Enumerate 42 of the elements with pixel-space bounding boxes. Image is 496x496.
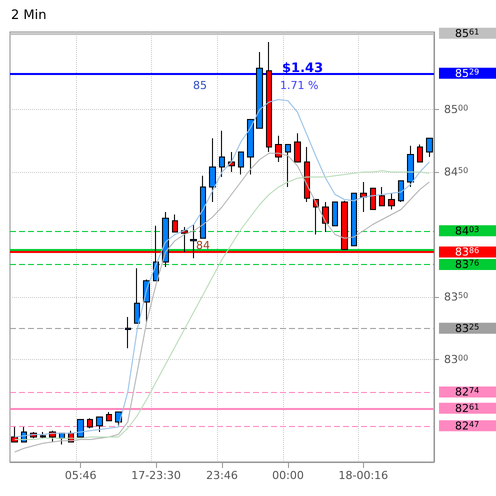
candlestick (285, 144, 291, 188)
candlestick (417, 144, 423, 162)
candlestick (247, 119, 254, 175)
candlestick (379, 186, 385, 206)
chart-title: 2 Min (11, 8, 46, 23)
candlestick (190, 224, 197, 259)
candlestick (106, 412, 112, 422)
candlestick (125, 316, 131, 349)
x-tick-label: 18-00:16 (338, 469, 388, 482)
candlestick (96, 416, 103, 432)
candlestick (11, 426, 18, 442)
x-tick-label: 05:46 (64, 469, 97, 482)
candlestick (134, 268, 140, 324)
annotation: 85 (193, 79, 207, 92)
candlestick (77, 419, 84, 438)
candlestick (426, 138, 433, 158)
candlestick (351, 192, 357, 246)
candlestick (219, 130, 225, 178)
x-tick-label: 23:46 (206, 469, 238, 482)
candlestick (275, 135, 282, 162)
candlestick (388, 192, 395, 210)
candlestick (398, 180, 404, 202)
candlestick (370, 188, 376, 210)
annotation: 84 (196, 239, 210, 252)
candlestick (266, 42, 272, 152)
candlestick (304, 146, 310, 202)
candlestick (294, 132, 301, 162)
x-tick-label: 17-23:30 (131, 469, 181, 482)
candlestick (209, 138, 216, 202)
line-series (14, 99, 430, 438)
candlestick (238, 152, 244, 175)
x-tick-label: 00:00 (272, 469, 304, 482)
annotation: 1.71 % (280, 79, 318, 92)
candlestick (322, 202, 329, 232)
candlestick (200, 175, 206, 239)
candlestick (332, 202, 338, 226)
candlestick (360, 182, 367, 212)
candlestick (172, 214, 178, 232)
annotation: $1.43 (282, 61, 324, 76)
candlestick (407, 145, 414, 188)
candlestick (256, 52, 263, 129)
candlestick (87, 418, 93, 429)
